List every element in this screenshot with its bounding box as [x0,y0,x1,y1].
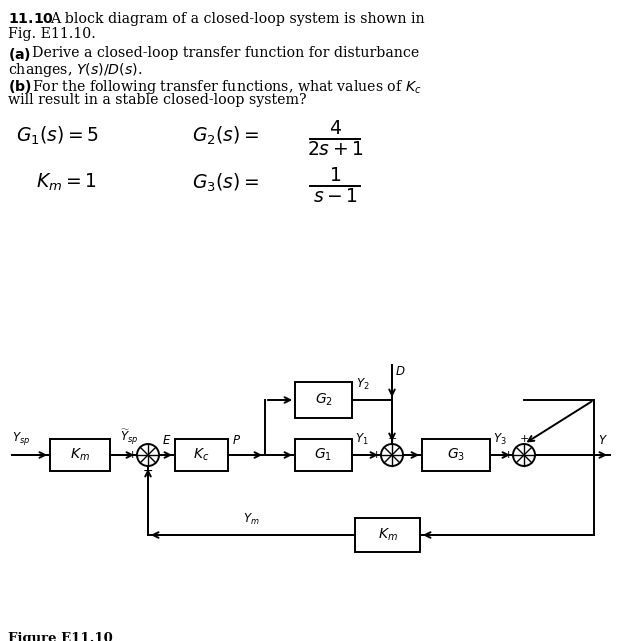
Text: $Y_{sp}$: $Y_{sp}$ [12,430,31,447]
Circle shape [137,444,159,466]
Text: For the following transfer functions, what values of $\it{K_c}$: For the following transfer functions, wh… [32,78,422,96]
Text: +: + [127,450,136,460]
Text: $\mathbf{(b)}$: $\mathbf{(b)}$ [8,78,32,95]
Circle shape [381,444,403,466]
Text: $E$: $E$ [162,434,171,447]
Text: $G_1$: $G_1$ [315,447,333,463]
Text: Derive a closed-loop transfer function for disturbance: Derive a closed-loop transfer function f… [32,46,419,60]
Text: will result in a stable closed-loop system?: will result in a stable closed-loop syst… [8,93,307,107]
Text: $\mathbf{(a)}$: $\mathbf{(a)}$ [8,46,31,63]
Text: Figure E11.10: Figure E11.10 [8,632,113,641]
Bar [175,439,228,471]
Bar [295,382,352,418]
Text: $G_3$: $G_3$ [447,447,465,463]
Text: $K_m$: $K_m$ [70,447,90,463]
Text: $Y_2$: $Y_2$ [356,377,369,392]
Text: $s - 1$: $s - 1$ [313,188,358,206]
Text: $2s + 1$: $2s + 1$ [307,141,363,159]
Text: $K_c$: $K_c$ [193,447,210,463]
Bar [355,518,420,552]
Text: −: − [143,465,153,478]
Text: +: + [520,434,529,444]
Circle shape [513,444,535,466]
Text: changes, $\it{Y}(s)/\it{D}(s)$.: changes, $\it{Y}(s)/\it{D}(s)$. [8,61,143,79]
Text: $Y$: $Y$ [598,434,608,447]
Text: A block diagram of a closed-loop system is shown in: A block diagram of a closed-loop system … [50,12,425,26]
Text: +: + [503,450,513,460]
Text: Fig. E11.10.: Fig. E11.10. [8,27,96,41]
Bar [295,439,352,471]
Text: $G_2(s)  =$: $G_2(s) =$ [192,125,259,147]
Text: $G_1(s)  =  5$: $G_1(s) = 5$ [16,125,99,147]
Text: $4$: $4$ [328,120,341,138]
Text: $1$: $1$ [329,167,341,185]
Bar [50,439,110,471]
Text: $G_2$: $G_2$ [315,392,333,408]
Text: $\widetilde{Y}_{sp}$: $\widetilde{Y}_{sp}$ [120,427,138,447]
Text: +: + [371,450,381,460]
Text: $Y_3$: $Y_3$ [493,432,506,447]
Text: +: + [388,434,397,444]
Bar [422,439,490,471]
Text: $K_m  =  1$: $K_m = 1$ [36,172,97,194]
Text: $Y_m$: $Y_m$ [243,512,260,527]
Text: $Y_1$: $Y_1$ [355,432,369,447]
Text: $P$: $P$ [232,434,241,447]
Text: $K_m$: $K_m$ [378,527,397,543]
Text: $\mathbf{11.10}$: $\mathbf{11.10}$ [8,12,54,26]
Text: $G_3(s)  =$: $G_3(s) =$ [192,172,259,194]
Text: $D$: $D$ [395,365,406,378]
